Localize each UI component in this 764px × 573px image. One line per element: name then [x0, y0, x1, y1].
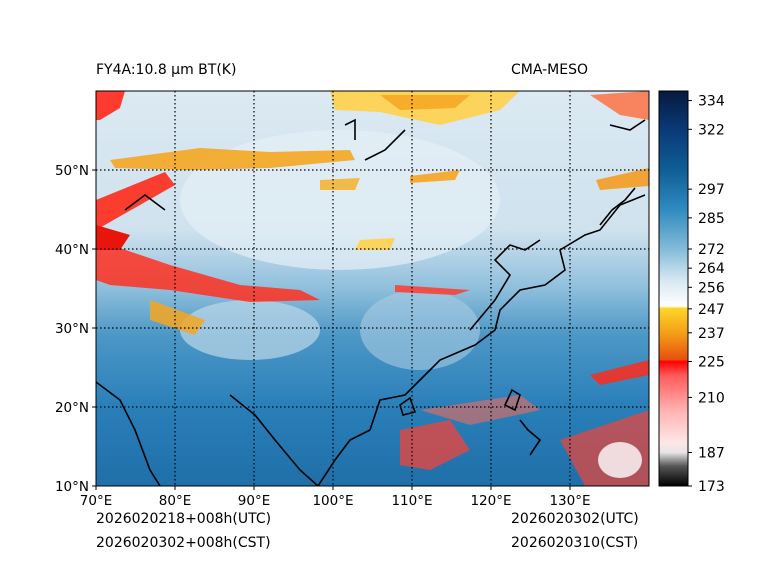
lat-tick-label: 40°N [55, 242, 89, 258]
colorbar-tick-label: 237 [698, 326, 725, 342]
colorbar-tick-label: 272 [698, 242, 725, 258]
colorbar-tick-label: 225 [698, 355, 725, 371]
colorbar-tick-label: 297 [698, 182, 725, 198]
valid-time-cst: 2026020310(CST) [511, 535, 639, 551]
lon-tick-label: 80°E [159, 493, 191, 509]
graticule [96, 91, 649, 486]
lon-tick-label: 120°E [470, 493, 511, 509]
colorbar-tick-label: 334 [698, 94, 725, 110]
map-frame [95, 90, 650, 487]
latitude-axis: 10°N 20°N 30°N 40°N 50°N [55, 163, 96, 495]
lon-tick-label: 110°E [391, 493, 432, 509]
colorbar-tick-label: 285 [698, 211, 725, 227]
colorbar-tick-label: 210 [698, 390, 725, 406]
lat-tick-label: 20°N [55, 400, 89, 416]
colorbar-tick-label: 247 [698, 302, 725, 318]
colorbar-tick-label: 264 [698, 261, 725, 277]
colorbar-ticks: 173 187 210 225 237 247 256 264 272 285 297 322 334 [688, 94, 725, 495]
lon-tick-label: 70°E [80, 493, 112, 509]
chart-title-left: FY4A:10.8 µm BT(K) [96, 62, 237, 78]
colorbar [659, 91, 688, 486]
lat-tick-label: 50°N [55, 163, 89, 179]
init-time-cst: 2026020302+008h(CST) [96, 535, 271, 551]
colorbar-tick-label: 322 [698, 122, 725, 138]
longitude-axis: 70°E 80°E 90°E 100°E 110°E 120°E 130°E [80, 486, 591, 509]
lat-tick-label: 30°N [55, 321, 89, 337]
satellite-image [96, 91, 649, 486]
colorbar-tick-label: 187 [698, 445, 725, 461]
chart-title-right: CMA-MESO [511, 62, 589, 78]
init-time-utc: 2026020218+008h(UTC) [96, 511, 272, 527]
lon-tick-label: 90°E [238, 493, 270, 509]
colorbar-tick-label: 256 [698, 280, 725, 296]
lon-tick-label: 130°E [549, 493, 590, 509]
lat-tick-label: 10°N [55, 479, 89, 495]
colorbar-frame [658, 90, 689, 487]
lon-tick-label: 100°E [312, 493, 353, 509]
valid-time-utc: 2026020302(UTC) [511, 511, 639, 527]
colorbar-tick-label: 173 [698, 479, 725, 495]
